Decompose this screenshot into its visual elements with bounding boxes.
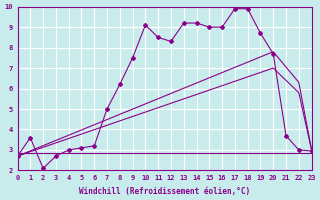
X-axis label: Windchill (Refroidissement éolien,°C): Windchill (Refroidissement éolien,°C) bbox=[79, 187, 250, 196]
